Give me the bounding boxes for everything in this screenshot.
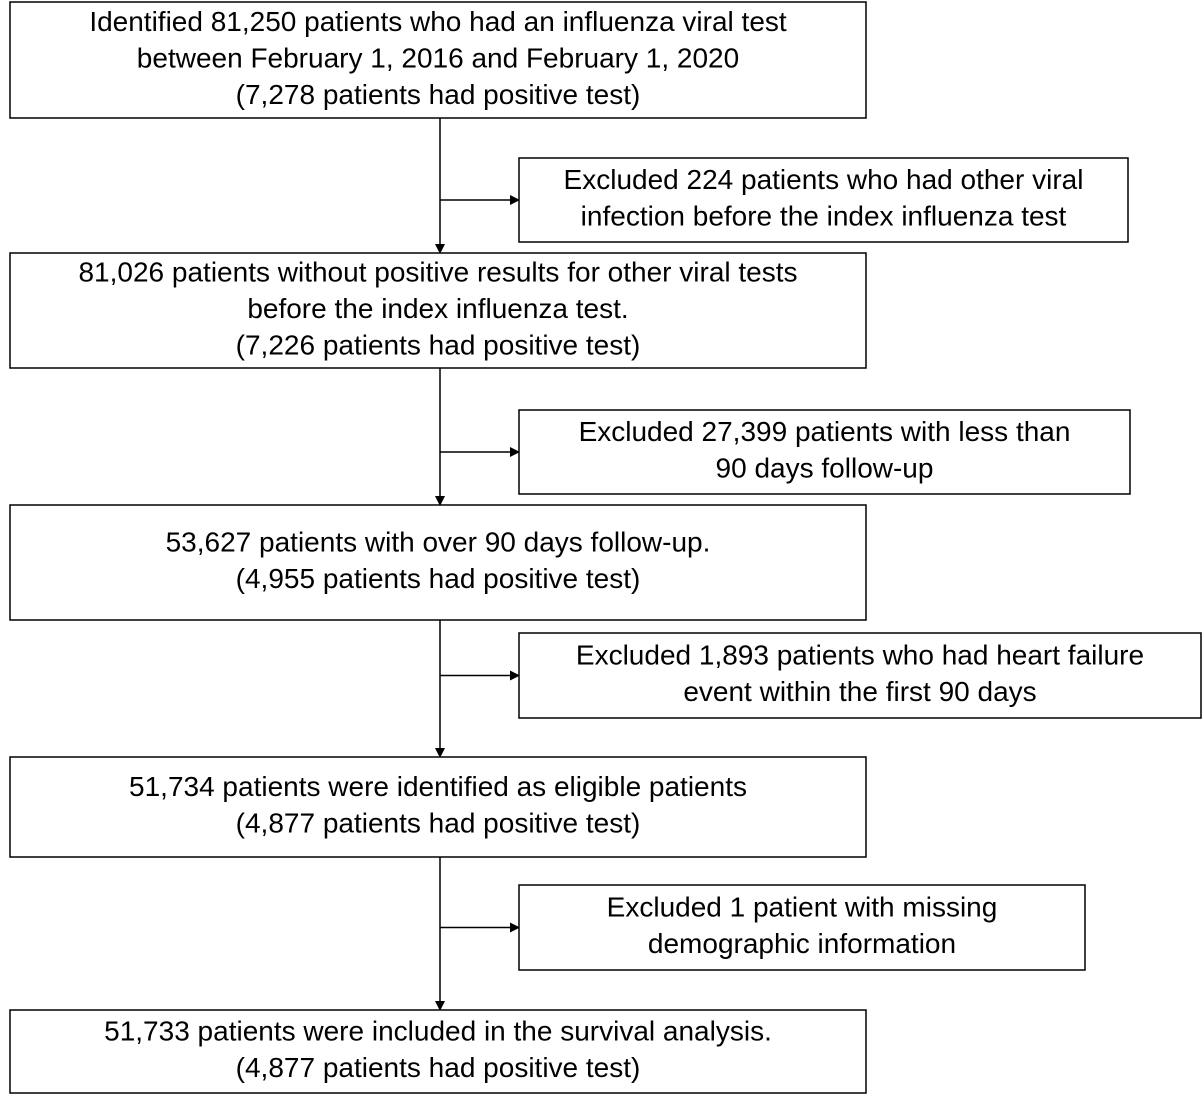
node-text: (4,877 patients had positive test) xyxy=(236,1052,641,1083)
exclusion-text: event within the first 90 days xyxy=(683,676,1036,707)
exclusion-box xyxy=(518,632,1202,719)
exclusion-text: Excluded 224 patients who had other vira… xyxy=(564,164,1084,195)
exclusion-box xyxy=(518,884,1086,971)
node-text: 51,733 patients were included in the sur… xyxy=(104,1016,772,1047)
node-text: Identified 81,250 patients who had an in… xyxy=(89,6,787,37)
node-text: (7,226 patients had positive test) xyxy=(236,329,641,360)
node-text: before the index influenza test. xyxy=(247,293,628,324)
node-text: between February 1, 2016 and February 1,… xyxy=(137,42,739,73)
exclusion-text: Excluded 1,893 patients who had heart fa… xyxy=(576,640,1144,671)
exclusion-text: 90 days follow-up xyxy=(716,453,934,484)
node-box xyxy=(9,504,867,621)
exclusion-box xyxy=(518,409,1131,495)
exclusion-text: infection before the index influenza tes… xyxy=(581,201,1067,232)
node-text: (4,955 patients had positive test) xyxy=(236,563,641,594)
exclusion-text: demographic information xyxy=(648,928,956,959)
exclusion-text: Excluded 27,399 patients with less than xyxy=(579,416,1071,447)
node-text: 51,734 patients were identified as eligi… xyxy=(129,771,747,802)
node-text: (7,278 patients had positive test) xyxy=(236,79,641,110)
node-text: 81,026 patients without positive results… xyxy=(78,256,797,287)
node-box xyxy=(9,252,867,369)
node-box xyxy=(9,756,867,858)
exclusion-box xyxy=(518,157,1129,243)
node-text: (4,877 patients had positive test) xyxy=(236,808,641,839)
node-box xyxy=(9,1009,867,1094)
node-box xyxy=(9,1,867,119)
node-text: 53,627 patients with over 90 days follow… xyxy=(166,527,711,558)
exclusion-text: Excluded 1 patient with missing xyxy=(607,892,998,923)
